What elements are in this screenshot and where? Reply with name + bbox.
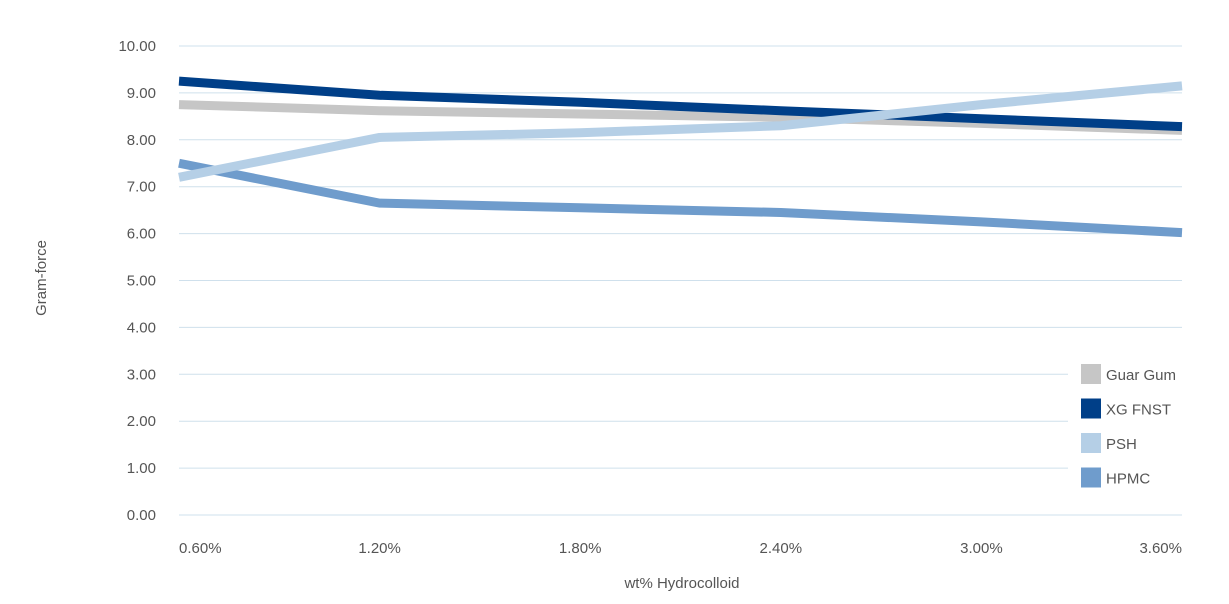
legend-swatch <box>1081 364 1101 384</box>
legend-swatch <box>1081 433 1101 453</box>
y-tick-label: 7.00 <box>127 179 156 196</box>
legend-label: Guar Gum <box>1106 367 1176 384</box>
x-tick-label: 0.60% <box>179 540 222 557</box>
x-tick-label: 2.40% <box>760 540 803 557</box>
y-tick-label: 5.00 <box>127 273 156 290</box>
y-tick-label: 9.00 <box>127 85 156 102</box>
legend-label: XG FNST <box>1106 402 1171 419</box>
gridlines <box>179 45 1182 516</box>
y-tick-label: 8.00 <box>127 132 156 149</box>
legend: Guar Gum XG FNST PSH HPMC <box>1068 360 1190 496</box>
y-tick-label: 4.00 <box>127 319 156 336</box>
legend-label: PSH <box>1106 436 1137 453</box>
x-axis-ticks: 0.60% 1.20% 1.80% 2.40% 3.00% 3.60% <box>179 540 1182 557</box>
y-tick-label: 6.00 <box>127 226 156 243</box>
series-line-hpmc <box>178 158 1183 238</box>
legend-swatch <box>1081 467 1101 488</box>
x-axis-title: wt% Hydrocolloid <box>623 575 739 592</box>
x-tick-label: 1.80% <box>559 540 602 557</box>
x-tick-label: 1.20% <box>358 540 401 557</box>
series-line-xg-fnst <box>178 76 1183 132</box>
legend-swatch <box>1081 398 1101 419</box>
y-tick-label: 2.00 <box>127 413 156 430</box>
y-tick-label: 3.00 <box>127 366 156 383</box>
x-tick-label: 3.60% <box>1139 540 1182 557</box>
series-line-guar-gum <box>178 100 1183 135</box>
series-lines <box>178 76 1183 238</box>
y-tick-label: 0.00 <box>127 507 156 524</box>
y-axis-title: Gram-force <box>33 240 50 316</box>
y-tick-label: 1.00 <box>127 460 156 477</box>
legend-label: HPMC <box>1106 471 1150 488</box>
y-axis-ticks: 0.00 1.00 2.00 3.00 4.00 5.00 6.00 7.00 8.00 9.00… <box>118 38 156 524</box>
x-tick-label: 3.00% <box>960 540 1003 557</box>
y-tick-label: 10.00 <box>118 38 156 55</box>
series-line-psh <box>178 81 1183 182</box>
